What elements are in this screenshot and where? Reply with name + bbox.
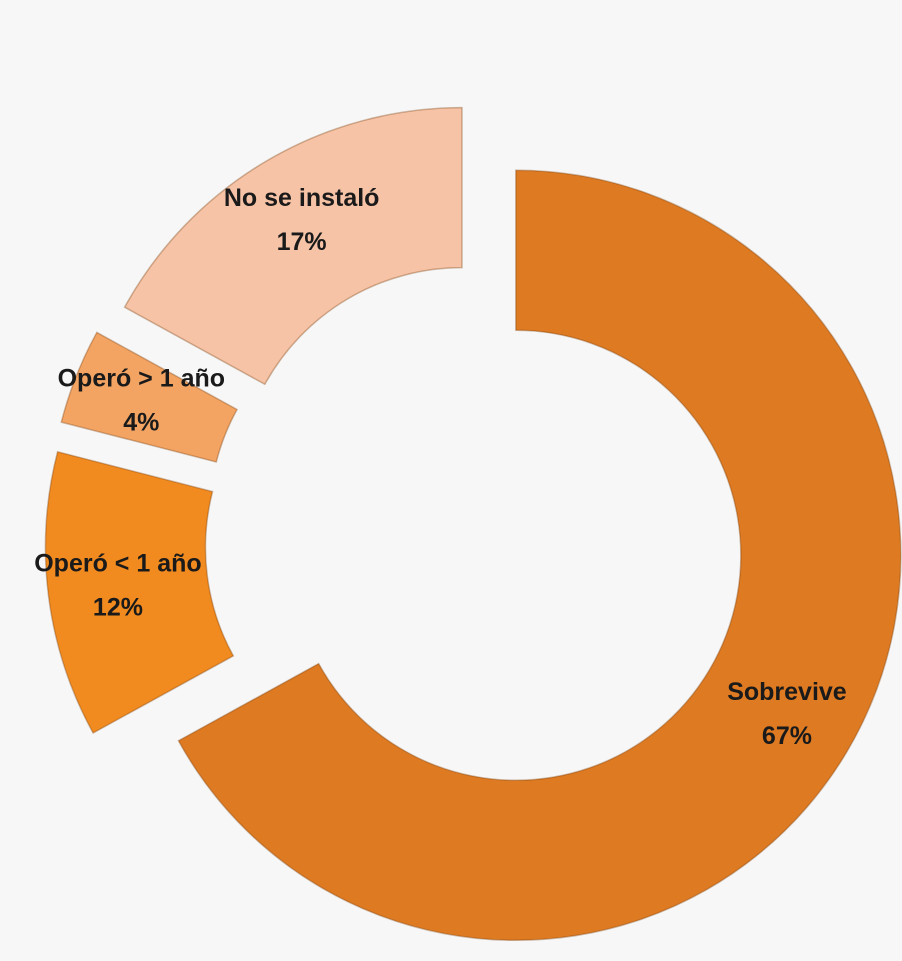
slice-value-label: 12% (93, 594, 143, 622)
donut-slice (60, 331, 239, 463)
donut-slice (123, 106, 463, 386)
slice-value-label: 67% (762, 722, 812, 750)
slice-label: Operó > 1 año (58, 365, 225, 393)
slice-value-label: 4% (123, 409, 159, 437)
slice-label: Sobrevive (727, 678, 847, 706)
donut-slice (177, 169, 902, 941)
slice-label: No se instaló (224, 184, 380, 212)
slice-value-label: 17% (277, 228, 327, 256)
donut-slice (44, 450, 235, 735)
slice-label: Operó < 1 año (34, 550, 201, 578)
